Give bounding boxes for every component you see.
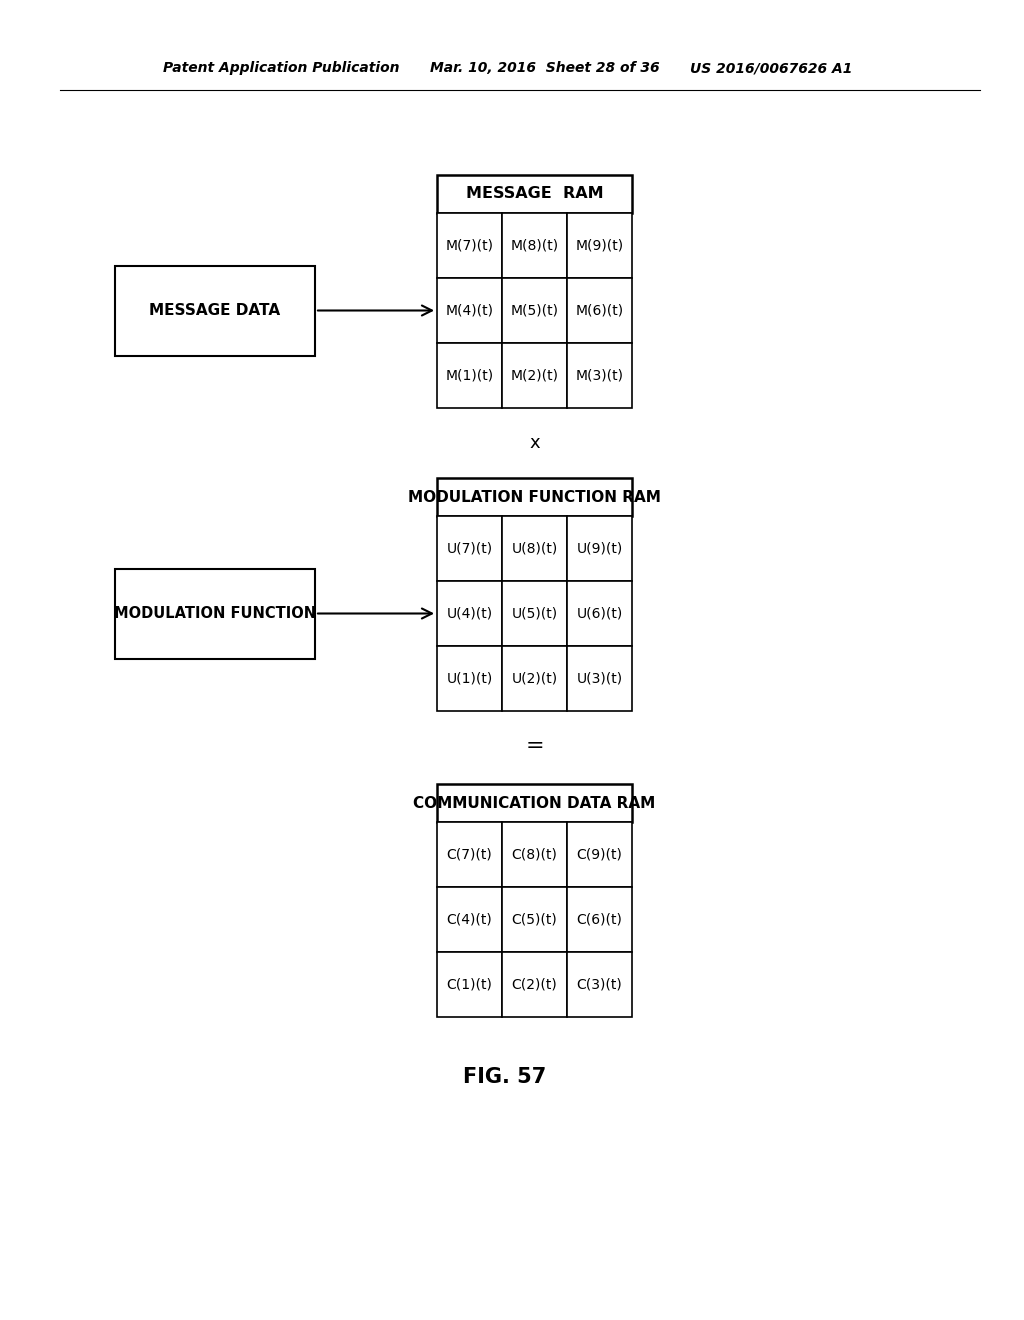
- Bar: [437, 516, 502, 581]
- Text: C(8)(t): C(8)(t): [512, 847, 557, 862]
- Text: U(2)(t): U(2)(t): [511, 672, 557, 685]
- Text: FIG. 57: FIG. 57: [463, 1067, 546, 1086]
- Text: M(3)(t): M(3)(t): [575, 368, 624, 383]
- Text: US 2016/0067626 A1: US 2016/0067626 A1: [690, 61, 852, 75]
- Bar: [567, 343, 632, 408]
- Bar: [437, 887, 502, 952]
- Text: C(1)(t): C(1)(t): [446, 978, 493, 991]
- Text: C(6)(t): C(6)(t): [577, 912, 623, 927]
- Bar: [502, 516, 567, 581]
- Text: U(1)(t): U(1)(t): [446, 672, 493, 685]
- Bar: [502, 279, 567, 343]
- Bar: [502, 645, 567, 711]
- Text: U(6)(t): U(6)(t): [577, 606, 623, 620]
- Bar: [437, 645, 502, 711]
- Bar: [567, 822, 632, 887]
- Bar: [502, 887, 567, 952]
- Text: M(4)(t): M(4)(t): [445, 304, 494, 318]
- Text: Patent Application Publication: Patent Application Publication: [163, 61, 399, 75]
- Text: MODULATION FUNCTION: MODULATION FUNCTION: [114, 606, 316, 620]
- Bar: [567, 213, 632, 279]
- Text: M(8)(t): M(8)(t): [510, 239, 558, 252]
- Text: MESSAGE  RAM: MESSAGE RAM: [466, 186, 603, 202]
- Text: U(8)(t): U(8)(t): [511, 541, 558, 556]
- Text: U(3)(t): U(3)(t): [577, 672, 623, 685]
- Text: C(5)(t): C(5)(t): [512, 912, 557, 927]
- Bar: [502, 213, 567, 279]
- Text: x: x: [529, 434, 540, 451]
- Bar: [437, 478, 632, 516]
- Text: M(6)(t): M(6)(t): [575, 304, 624, 318]
- Text: C(4)(t): C(4)(t): [446, 912, 493, 927]
- Bar: [437, 213, 502, 279]
- Bar: [502, 952, 567, 1016]
- Text: C(3)(t): C(3)(t): [577, 978, 623, 991]
- Bar: [502, 343, 567, 408]
- Bar: [437, 279, 502, 343]
- Text: M(5)(t): M(5)(t): [511, 304, 558, 318]
- Bar: [567, 516, 632, 581]
- Text: MESSAGE DATA: MESSAGE DATA: [150, 304, 281, 318]
- Text: M(9)(t): M(9)(t): [575, 239, 624, 252]
- Bar: [115, 265, 315, 355]
- Text: C(7)(t): C(7)(t): [446, 847, 493, 862]
- Text: C(9)(t): C(9)(t): [577, 847, 623, 862]
- Bar: [567, 887, 632, 952]
- Bar: [437, 581, 502, 645]
- Bar: [437, 822, 502, 887]
- Text: =: =: [525, 737, 544, 756]
- Bar: [437, 176, 632, 213]
- Bar: [567, 279, 632, 343]
- Bar: [567, 645, 632, 711]
- Text: COMMUNICATION DATA RAM: COMMUNICATION DATA RAM: [414, 796, 655, 810]
- Bar: [437, 952, 502, 1016]
- Bar: [115, 569, 315, 659]
- Bar: [437, 343, 502, 408]
- Text: C(2)(t): C(2)(t): [512, 978, 557, 991]
- Bar: [567, 581, 632, 645]
- Text: U(5)(t): U(5)(t): [511, 606, 557, 620]
- Bar: [502, 581, 567, 645]
- Text: U(4)(t): U(4)(t): [446, 606, 493, 620]
- Text: M(1)(t): M(1)(t): [445, 368, 494, 383]
- Bar: [567, 952, 632, 1016]
- Bar: [437, 784, 632, 822]
- Text: M(2)(t): M(2)(t): [511, 368, 558, 383]
- Text: U(7)(t): U(7)(t): [446, 541, 493, 556]
- Text: MODULATION FUNCTION RAM: MODULATION FUNCTION RAM: [408, 490, 660, 504]
- Text: M(7)(t): M(7)(t): [445, 239, 494, 252]
- Text: U(9)(t): U(9)(t): [577, 541, 623, 556]
- Bar: [502, 822, 567, 887]
- Text: Mar. 10, 2016  Sheet 28 of 36: Mar. 10, 2016 Sheet 28 of 36: [430, 61, 659, 75]
